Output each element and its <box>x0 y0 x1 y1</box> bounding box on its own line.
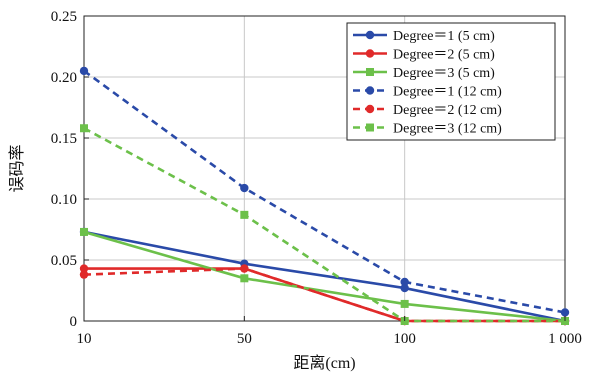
legend-item: Degree＝1 (12 cm) <box>353 85 502 100</box>
series-1 <box>79 227 570 326</box>
data-point <box>400 299 409 308</box>
legend-marker <box>366 123 374 132</box>
legend-marker <box>365 30 375 40</box>
legend-item: Degree＝3 (5 cm) <box>353 66 495 81</box>
x-tick-label: 50 <box>237 331 252 347</box>
series-4 <box>79 66 570 317</box>
legend-item: Degree＝2 (12 cm) <box>353 103 502 118</box>
x-tick-label: 10 <box>77 331 92 347</box>
legend-label: Degree＝3 (12 cm) <box>393 122 502 137</box>
data-point <box>79 270 89 279</box>
legend-marker <box>366 68 374 76</box>
legend-box <box>346 22 556 141</box>
data-point <box>240 210 249 219</box>
legend-item: Degree＝1 (5 cm) <box>353 29 495 44</box>
data-point <box>400 277 409 287</box>
series-line <box>83 69 566 314</box>
x-tick-label: 1 000 <box>548 331 582 347</box>
data-point <box>240 264 249 273</box>
legend-marker <box>365 104 375 114</box>
series-line <box>83 230 566 323</box>
x-tick-label: 100 <box>393 331 416 347</box>
legend-label: Degree＝3 (5 cm) <box>393 66 495 81</box>
y-tick-label: 0.10 <box>51 192 77 208</box>
series-5 <box>79 264 570 326</box>
data-point <box>400 283 409 293</box>
y-tick-label: 0.15 <box>51 131 77 147</box>
x-axis-label: 距离(cm) <box>293 354 355 372</box>
data-point <box>560 308 570 317</box>
legend-marker <box>365 86 375 95</box>
series-line <box>83 127 565 323</box>
data-point <box>240 274 249 283</box>
data-point <box>79 264 89 273</box>
data-point <box>80 227 88 236</box>
legend-label: Degree＝1 (5 cm) <box>393 29 495 44</box>
legend-item: Degree＝2 (5 cm) <box>353 48 495 63</box>
legend-marker <box>365 49 375 58</box>
legend: Degree＝1 (5 cm) Degree＝2 (5 cm) Degree＝3 (… <box>346 22 556 141</box>
y-tick-label: 0.05 <box>51 253 77 269</box>
series-line <box>83 230 566 323</box>
legend-label: Degree＝1 (12 cm) <box>393 85 502 100</box>
plot-frame <box>83 15 566 322</box>
y-axis-label: 误码率 <box>8 144 26 192</box>
series-line <box>83 267 565 323</box>
legend-label: Degree＝2 (5 cm) <box>393 48 495 63</box>
legend-item: Degree＝3 (12 cm) <box>353 122 502 137</box>
data-point <box>240 183 249 193</box>
y-tick-label: 0.25 <box>51 9 77 25</box>
y-tick-label: 0 <box>70 314 78 330</box>
tick-labels: 10 50 100 1 000 0 0.05 0.10 0.15 0.20 0.25 <box>51 9 582 347</box>
y-tick-label: 0.20 <box>51 70 77 86</box>
legend-label: Degree＝2 (12 cm) <box>393 103 502 118</box>
data-point <box>80 124 88 133</box>
data-point <box>79 66 89 76</box>
